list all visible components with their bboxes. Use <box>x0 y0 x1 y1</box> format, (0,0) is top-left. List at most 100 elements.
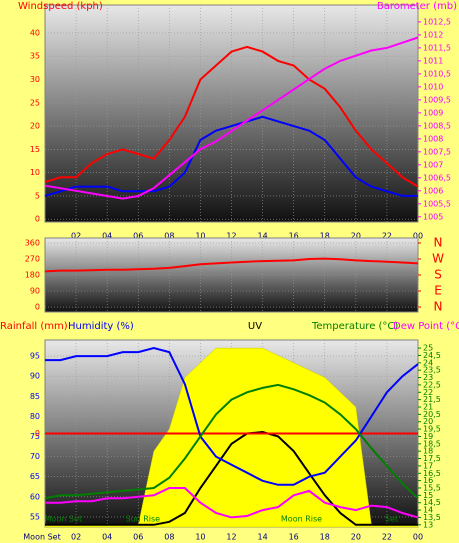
y-tick-label: 55 <box>30 512 40 521</box>
x-tick-label: 06 <box>133 232 143 241</box>
annotation: Sun Rise <box>125 515 160 524</box>
y-tick-label: 0 <box>35 303 40 312</box>
y2-tick-label: 19,5 <box>423 425 441 434</box>
y-axis-title: Windspeed (kph) <box>18 1 103 12</box>
y-tick-label: 360 <box>25 238 40 247</box>
line <box>44 115 418 197</box>
x-tick-label: 12 <box>226 533 236 542</box>
y-tick-label: 40 <box>30 28 40 37</box>
y2-tick-label: N <box>434 300 443 314</box>
y-tick-label: 270 <box>25 254 40 263</box>
y-tick-label: 5 <box>35 191 40 200</box>
y2-tick-label: 1008 <box>423 134 443 143</box>
y2-tick-label: 16 <box>423 476 433 485</box>
line <box>44 45 419 188</box>
y-tick-label: 35 <box>30 52 40 61</box>
x-tick-label: 14 <box>257 232 267 241</box>
y2-tick-label: 16,5 <box>423 469 441 478</box>
y2-tick-label: 1009,5 <box>423 95 451 104</box>
y2-tick-label: 14 <box>423 506 433 515</box>
legend-label: Dew Point (°C <box>393 321 459 332</box>
y2-tick-label: 1012,5 <box>423 17 451 26</box>
y2-tick-label: 25 <box>423 344 433 353</box>
y-tick-label: 10 <box>30 168 40 177</box>
y2-tick-label: 23 <box>423 373 433 382</box>
y2-tick-label: 1006 <box>423 186 443 195</box>
y-tick-label: 15 <box>30 145 40 154</box>
legend-label: UV <box>248 321 262 332</box>
x-tick-label: 16 <box>289 533 299 542</box>
x-tick-label: 00 <box>413 232 423 241</box>
y2-tick-label: 20,5 <box>423 410 441 419</box>
y2-tick-label: 1006,5 <box>423 173 451 182</box>
y2-tick-label: 18 <box>423 447 433 456</box>
y2-tick-label: S <box>434 268 442 282</box>
line <box>45 346 419 486</box>
y2-tick-label: 1011 <box>423 56 443 65</box>
line <box>45 487 419 519</box>
line <box>44 257 419 273</box>
x-tick-label: 00 <box>413 533 423 542</box>
annotation: Moon Rise <box>281 515 322 524</box>
y-tick-label: 60 <box>30 492 40 501</box>
y2-tick-label: 20 <box>423 417 433 426</box>
x-tick-label: 10 <box>195 533 205 542</box>
y2-tick-label: 23,5 <box>423 366 441 375</box>
y-tick-label: 20 <box>30 122 40 131</box>
y2-tick-label: 1005,5 <box>423 199 451 208</box>
y2-tick-label: 1010,5 <box>423 69 451 78</box>
y2-tick-label: 13,5 <box>423 513 441 522</box>
x-tick-label: 12 <box>226 232 236 241</box>
y-tick-label: 90 <box>30 287 40 296</box>
y-tick-label: 0 <box>35 215 40 224</box>
y2-tick-label: 21 <box>423 402 433 411</box>
y-tick-label: 85 <box>30 392 40 401</box>
y-tick-label: 80 <box>30 412 40 421</box>
y2-tick-label: N <box>434 235 443 249</box>
y-tick-label: 70 <box>30 452 40 461</box>
y2-tick-label: 19 <box>423 432 433 441</box>
x-tick-label: 04 <box>102 533 112 542</box>
line <box>45 430 418 526</box>
legend-label: Humidity (%) <box>68 321 134 332</box>
y2-tick-label: 1007,5 <box>423 147 451 156</box>
y2-tick-label: 18,5 <box>423 439 441 448</box>
x-tick-label: 10 <box>195 232 205 241</box>
x-tick-label: 08 <box>164 533 174 542</box>
y2-tick-label: 1009 <box>423 108 443 117</box>
annotation: Moon Set <box>45 515 82 524</box>
x-tick-label: 22 <box>382 533 392 542</box>
x-tick-label: 20 <box>351 232 361 241</box>
line <box>44 36 419 200</box>
x-tick-label: 06 <box>133 533 143 542</box>
x-tick-label: 22 <box>382 232 392 241</box>
y-tick-label: 95 <box>30 352 40 361</box>
y2-tick-label: E <box>434 284 442 298</box>
x-tick-label: 08 <box>164 232 174 241</box>
y2-tick-label: 1005 <box>423 212 443 221</box>
y2-tick-label: 15,5 <box>423 483 441 492</box>
y2-tick-label: 1011,5 <box>423 43 451 52</box>
y-tick-label: 180 <box>25 271 40 280</box>
x-tick-label: 20 <box>351 533 361 542</box>
legend-label: Temperature (°C) <box>311 321 398 332</box>
x-tick-label: 02 <box>71 533 81 542</box>
y2-tick-label: 24,5 <box>423 351 441 360</box>
annotation: Moon Set <box>23 533 60 542</box>
y-tick-label: 30 <box>30 75 40 84</box>
y2-tick-label: 1010 <box>423 82 443 91</box>
x-tick-label: 04 <box>102 232 112 241</box>
x-tick-label: 02 <box>71 232 81 241</box>
y-tick-label: 75 <box>30 432 40 441</box>
x-tick-label: 16 <box>289 232 299 241</box>
y2-tick-label: W <box>432 251 444 265</box>
line <box>44 383 419 500</box>
y2-tick-label: 17,5 <box>423 454 441 463</box>
x-tick-label: 14 <box>257 533 267 542</box>
y2-tick-label: 14,5 <box>423 498 441 507</box>
x-tick-label: 18 <box>320 232 330 241</box>
y2-tick-label: 22,5 <box>423 380 441 389</box>
y3-tick-label: 0 <box>35 429 40 438</box>
annotation: Set <box>385 515 398 524</box>
